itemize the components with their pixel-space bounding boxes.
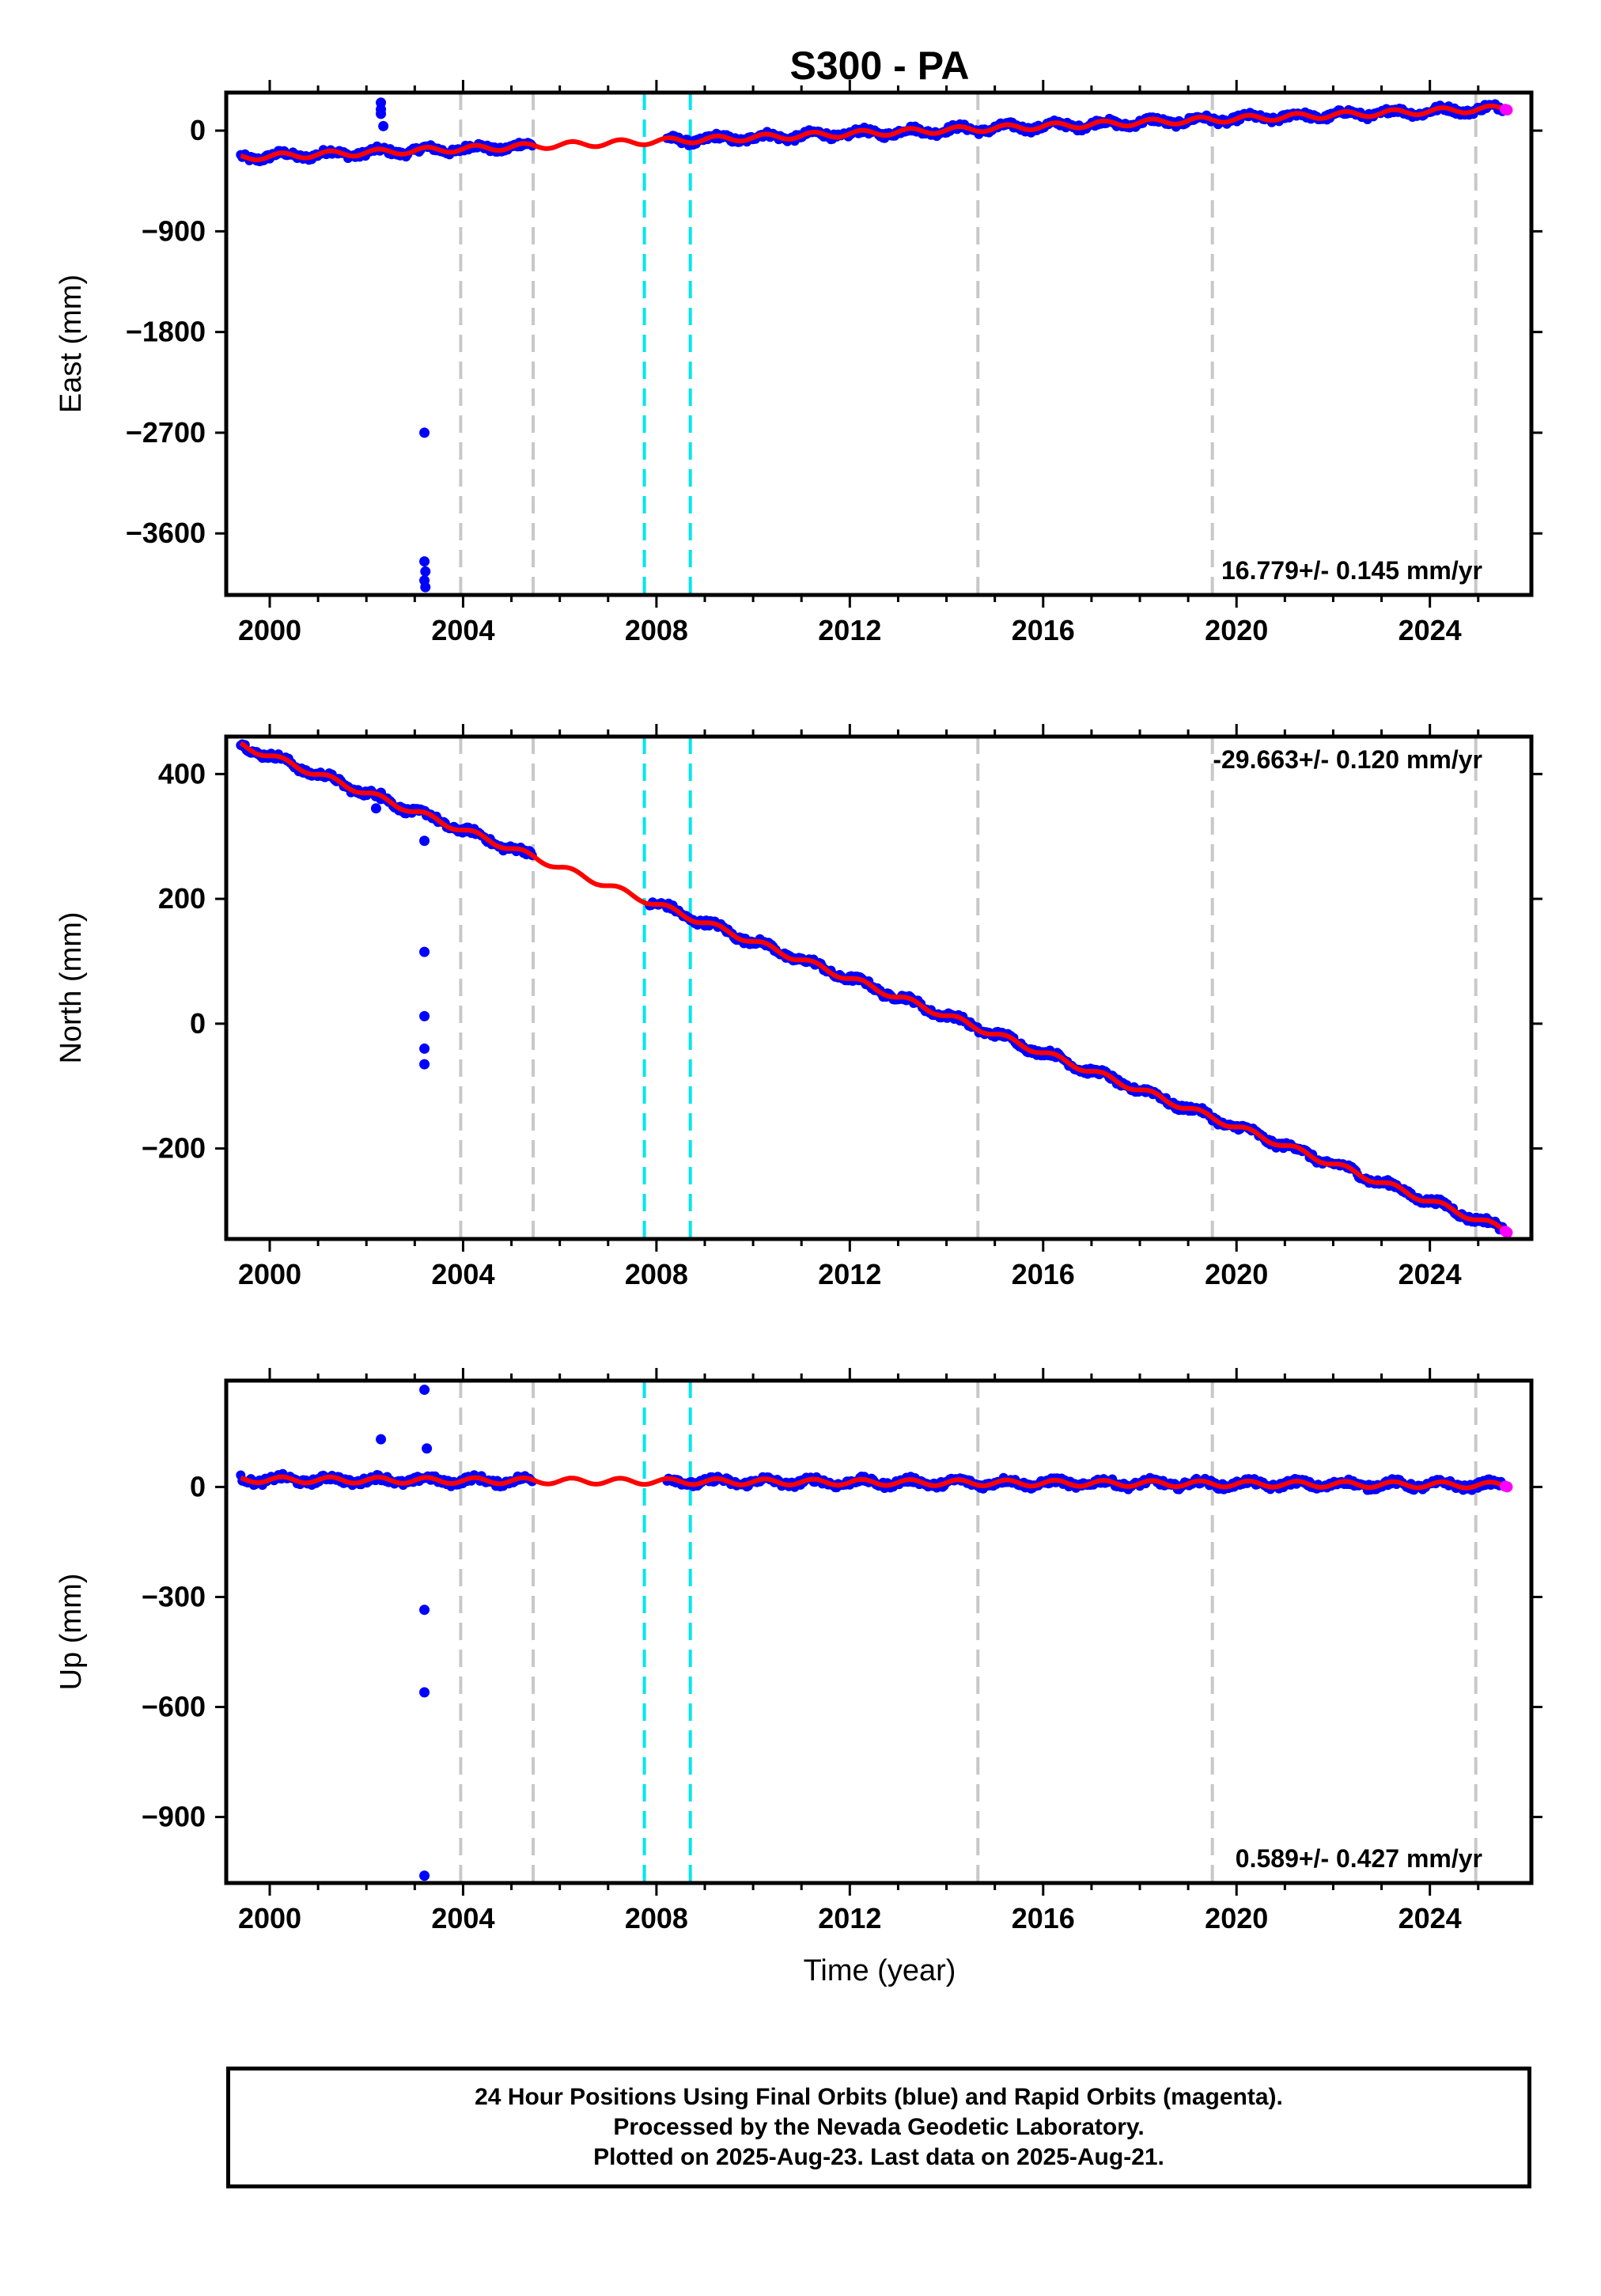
outlier-point xyxy=(419,1605,430,1616)
panel-frame xyxy=(224,90,1534,597)
panel-plot-area xyxy=(236,1381,1513,1883)
x-tick-label: 2000 xyxy=(238,1902,301,1934)
y-tick-label: −900 xyxy=(142,214,206,247)
y-tick-label: −2700 xyxy=(126,416,206,449)
y-axis-label: Up (mm) xyxy=(55,1574,88,1691)
x-tick-label: 2000 xyxy=(238,1258,301,1290)
outlier-point xyxy=(419,1043,430,1054)
rapid-orbit-point xyxy=(1501,1226,1513,1238)
y-tick-label: 200 xyxy=(158,882,206,915)
chart-title: S300 - PA xyxy=(790,44,970,88)
footer-line-1: 24 Hour Positions Using Final Orbits (bl… xyxy=(475,2084,1283,2110)
x-tick-label: 2016 xyxy=(1012,1902,1075,1934)
x-tick-label: 2004 xyxy=(431,614,494,646)
rate-annotation: 16.779+/- 0.145 mm/yr xyxy=(1221,556,1482,585)
outlier-point xyxy=(419,946,430,957)
outlier-point xyxy=(419,1687,430,1698)
y-tick-label: 0 xyxy=(190,1470,206,1502)
y-tick-label: −200 xyxy=(142,1132,206,1165)
model-trend-line xyxy=(239,741,1509,1235)
x-tick-label: 2000 xyxy=(238,614,301,646)
footer-line-3: Plotted on 2025-Aug-23. Last data on 202… xyxy=(593,2144,1164,2170)
outlier-point xyxy=(419,556,430,567)
y-axis-label: North (mm) xyxy=(55,911,88,1063)
x-tick-label: 2012 xyxy=(818,1258,881,1290)
outlier-point xyxy=(419,1010,430,1021)
x-axis-label: Time (year) xyxy=(804,1954,956,1987)
outlier-point xyxy=(419,1059,430,1070)
model-trend-line xyxy=(240,103,1508,163)
y-tick-label: 0 xyxy=(190,1007,206,1040)
footer-line-2: Processed by the Nevada Geodetic Laborat… xyxy=(613,2114,1145,2140)
x-tick-label: 2016 xyxy=(1012,1258,1075,1290)
x-tick-label: 2016 xyxy=(1012,614,1075,646)
outlier-point xyxy=(376,1434,387,1445)
rapid-orbit-point xyxy=(1501,104,1513,116)
rate-annotation: -29.663+/- 0.120 mm/yr xyxy=(1213,745,1482,774)
y-tick-label: −300 xyxy=(142,1580,206,1612)
x-tick-label: 2008 xyxy=(625,614,688,646)
y-tick-label: 400 xyxy=(158,757,206,790)
x-tick-label: 2012 xyxy=(818,1902,881,1934)
panel-frame xyxy=(224,734,1534,1241)
y-tick-label: −900 xyxy=(142,1801,206,1833)
y-axis-label: East (mm) xyxy=(55,275,88,413)
outlier-point xyxy=(420,582,431,593)
x-tick-label: 2008 xyxy=(625,1258,688,1290)
x-tick-label: 2008 xyxy=(625,1902,688,1934)
outlier-point xyxy=(422,1443,433,1454)
footer-box: 24 Hour Positions Using Final Orbits (bl… xyxy=(226,2067,1531,2188)
panel-up: 0 −300 −600 −900 2000 2004 2008 2012 2016 2020 202… xyxy=(55,1368,1542,1934)
rate-annotation: 0.589+/- 0.427 mm/yr xyxy=(1236,1844,1482,1873)
model-trend-line xyxy=(240,1474,1508,1491)
rapid-orbit-point xyxy=(1501,1481,1513,1493)
y-tick-label: −3600 xyxy=(126,517,206,549)
outlier-point xyxy=(419,1870,430,1881)
x-tick-label: 2012 xyxy=(818,614,881,646)
panel-plot-area xyxy=(236,93,1513,595)
panel-east: 0 −900 −1800 −2700 −3600 2000 2004 2008 2012 2016… xyxy=(55,80,1542,646)
outlier-point xyxy=(419,835,430,847)
y-tick-label: 0 xyxy=(190,114,206,146)
outlier-point xyxy=(420,566,431,577)
outlier-point xyxy=(370,803,381,814)
x-tick-label: 2024 xyxy=(1399,1902,1462,1934)
outlier-point xyxy=(419,427,430,438)
x-tick-label: 2020 xyxy=(1205,1902,1268,1934)
x-tick-label: 2024 xyxy=(1399,1258,1462,1290)
y-tick-label: −600 xyxy=(142,1691,206,1723)
panel-frame xyxy=(224,1378,1534,1885)
outlier-point xyxy=(378,120,389,131)
outlier-point xyxy=(419,1385,430,1396)
x-tick-label: 2020 xyxy=(1205,614,1268,646)
panel-plot-area xyxy=(236,737,1513,1239)
x-tick-label: 2004 xyxy=(431,1258,494,1290)
y-tick-label: −1800 xyxy=(126,316,206,348)
x-tick-label: 2020 xyxy=(1205,1258,1268,1290)
x-tick-label: 2004 xyxy=(431,1902,494,1934)
outlier-point xyxy=(376,108,387,119)
x-tick-label: 2024 xyxy=(1399,614,1462,646)
